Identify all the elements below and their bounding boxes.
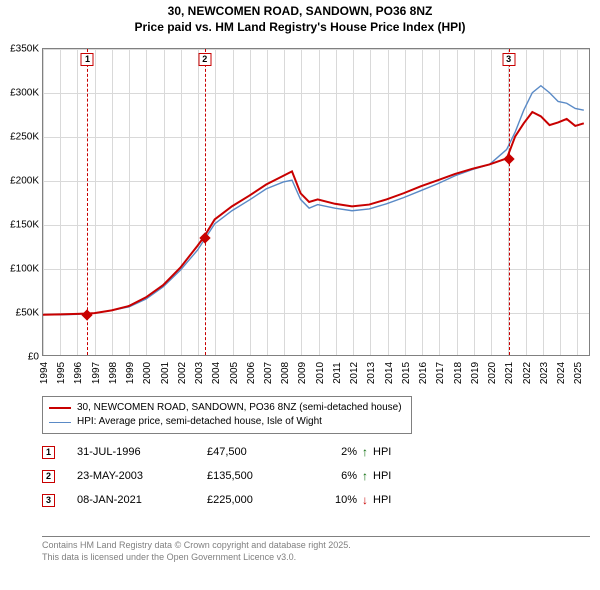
arrow-icon: ↓ — [357, 493, 373, 507]
x-axis-label: 2005 — [229, 362, 240, 384]
legend: 30, NEWCOMEN ROAD, SANDOWN, PO36 8NZ (se… — [42, 396, 412, 434]
x-axis-label: 2000 — [142, 362, 153, 384]
chart-svg — [43, 49, 589, 355]
sale-row: 1 31-JUL-1996£47,5002%↑HPI — [42, 440, 391, 464]
sale-date: 31-JUL-1996 — [77, 446, 207, 458]
sale-pct: 2% — [317, 446, 357, 458]
x-axis-label: 2004 — [211, 362, 222, 384]
y-axis-label: £350K — [10, 44, 39, 55]
x-axis-label: 2009 — [297, 362, 308, 384]
marker-vline — [509, 49, 510, 355]
sale-suffix: HPI — [373, 446, 391, 458]
marker-label: 1 — [81, 53, 94, 66]
marker-label: 3 — [502, 53, 515, 66]
sale-marker-box: 2 — [42, 470, 55, 483]
title-line-1: 30, NEWCOMEN ROAD, SANDOWN, PO36 8NZ — [0, 4, 600, 20]
marker-vline — [205, 49, 206, 355]
x-axis-label: 2007 — [263, 362, 274, 384]
x-axis-label: 2017 — [435, 362, 446, 384]
sale-suffix: HPI — [373, 470, 391, 482]
legend-item: 30, NEWCOMEN ROAD, SANDOWN, PO36 8NZ (se… — [49, 401, 405, 415]
x-axis-label: 2022 — [522, 362, 533, 384]
footer-line-2: This data is licensed under the Open Gov… — [42, 552, 590, 564]
sale-row: 3 08-JAN-2021£225,00010%↓HPI — [42, 488, 391, 512]
sale-date: 23-MAY-2003 — [77, 470, 207, 482]
y-axis-label: £250K — [10, 132, 39, 143]
sale-price: £47,500 — [207, 446, 317, 458]
x-axis-label: 1998 — [108, 362, 119, 384]
title-line-2: Price paid vs. HM Land Registry's House … — [0, 20, 600, 36]
arrow-icon: ↑ — [357, 469, 373, 483]
x-axis-label: 1994 — [39, 362, 50, 384]
x-axis-label: 1996 — [73, 362, 84, 384]
marker-label: 2 — [198, 53, 211, 66]
y-axis-label: £200K — [10, 176, 39, 187]
x-axis-label: 2006 — [246, 362, 257, 384]
sale-pct: 10% — [317, 494, 357, 506]
sale-pct: 6% — [317, 470, 357, 482]
legend-label: HPI: Average price, semi-detached house,… — [77, 415, 322, 429]
y-axis-label: £100K — [10, 264, 39, 275]
x-axis-label: 2020 — [487, 362, 498, 384]
x-axis-label: 2003 — [194, 362, 205, 384]
arrow-icon: ↑ — [357, 445, 373, 459]
x-axis-label: 2024 — [556, 362, 567, 384]
x-axis-label: 1997 — [91, 362, 102, 384]
x-axis-label: 1995 — [56, 362, 67, 384]
sale-marker-box: 1 — [42, 446, 55, 459]
x-axis-label: 2011 — [332, 362, 343, 384]
legend-swatch — [49, 422, 71, 423]
x-axis-label: 2018 — [453, 362, 464, 384]
footer-line-1: Contains HM Land Registry data © Crown c… — [42, 540, 590, 552]
legend-label: 30, NEWCOMEN ROAD, SANDOWN, PO36 8NZ (se… — [77, 401, 402, 415]
series-line — [43, 112, 584, 315]
legend-swatch — [49, 407, 71, 409]
sale-row: 2 23-MAY-2003£135,5006%↑HPI — [42, 464, 391, 488]
x-axis-label: 1999 — [125, 362, 136, 384]
x-axis-label: 2013 — [366, 362, 377, 384]
sale-marker-box: 3 — [42, 494, 55, 507]
sale-date: 08-JAN-2021 — [77, 494, 207, 506]
x-axis-label: 2012 — [349, 362, 360, 384]
x-axis-label: 2001 — [160, 362, 171, 384]
chart-container: 30, NEWCOMEN ROAD, SANDOWN, PO36 8NZ Pri… — [0, 0, 600, 590]
x-axis-label: 2021 — [504, 362, 515, 384]
plot-area: £0£50K£100K£150K£200K£250K£300K£350K1994… — [42, 48, 590, 356]
x-axis-label: 2025 — [573, 362, 584, 384]
x-axis-label: 2002 — [177, 362, 188, 384]
sale-suffix: HPI — [373, 494, 391, 506]
x-axis-label: 2016 — [418, 362, 429, 384]
x-axis-label: 2010 — [315, 362, 326, 384]
y-axis-label: £0 — [28, 352, 39, 363]
sale-price: £135,500 — [207, 470, 317, 482]
x-axis-label: 2008 — [280, 362, 291, 384]
sale-price: £225,000 — [207, 494, 317, 506]
x-axis-label: 2023 — [539, 362, 550, 384]
footer: Contains HM Land Registry data © Crown c… — [42, 536, 590, 563]
x-axis-label: 2014 — [384, 362, 395, 384]
x-axis-label: 2019 — [470, 362, 481, 384]
sales-table: 131-JUL-1996£47,5002%↑HPI223-MAY-2003£13… — [42, 440, 391, 512]
legend-item: HPI: Average price, semi-detached house,… — [49, 415, 405, 429]
x-axis-label: 2015 — [401, 362, 412, 384]
y-axis-label: £150K — [10, 220, 39, 231]
y-axis-label: £300K — [10, 88, 39, 99]
y-axis-label: £50K — [16, 308, 39, 319]
title-block: 30, NEWCOMEN ROAD, SANDOWN, PO36 8NZ Pri… — [0, 0, 600, 35]
